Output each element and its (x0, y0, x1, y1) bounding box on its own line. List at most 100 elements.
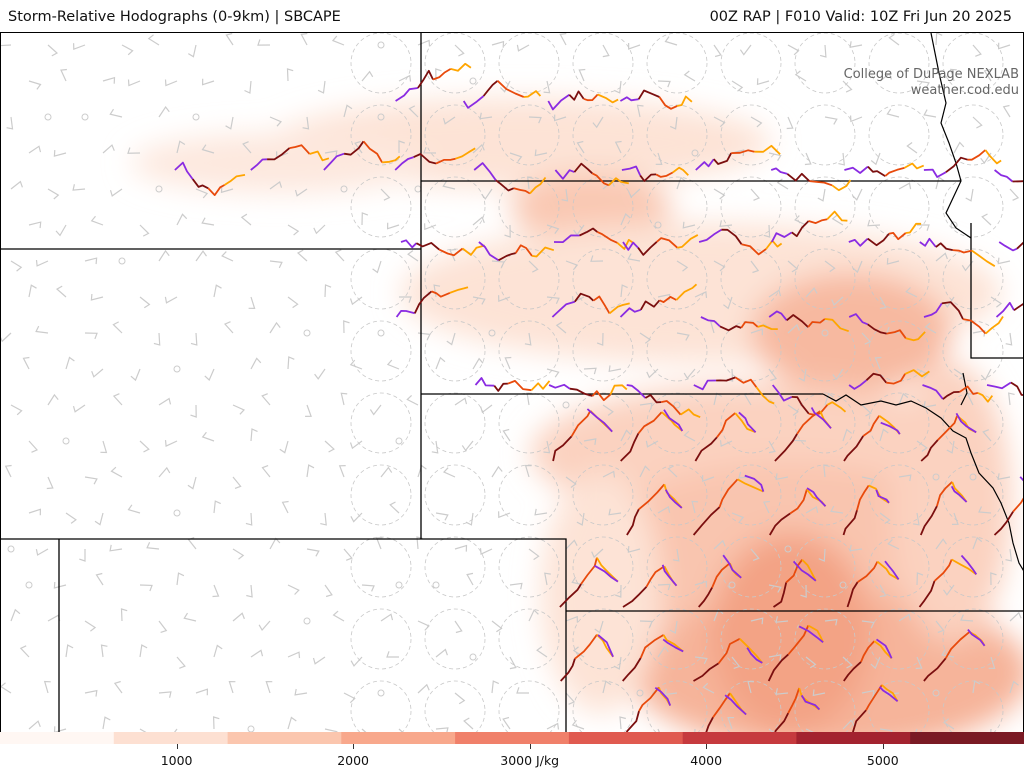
hodograph (698, 554, 742, 608)
wind-barb (350, 656, 363, 667)
wind-barb (158, 620, 168, 633)
wind-barb (245, 512, 253, 526)
wind-barb (879, 428, 889, 442)
wind-barb (768, 152, 782, 162)
hodograph-range-ring (350, 680, 412, 742)
wind-barb (664, 688, 678, 696)
wind-barb (248, 296, 256, 310)
wind-barb (47, 393, 59, 406)
wind-barb (747, 680, 755, 694)
wind-barb (543, 80, 551, 94)
wind-barb (332, 610, 345, 622)
wind-barb (673, 401, 681, 409)
wind-barb (787, 404, 799, 416)
wind-barb (1002, 104, 1011, 118)
wind-barb (187, 476, 197, 490)
hodograph (994, 169, 1023, 183)
wind-barb (72, 404, 86, 413)
wind-barb (639, 465, 651, 478)
wind-barb (997, 42, 1011, 50)
wind-barb (395, 581, 403, 589)
hodograph (848, 222, 922, 247)
hodograph-range-ring (350, 392, 412, 454)
wind-barb (946, 440, 955, 454)
wind-barb (324, 440, 335, 453)
wind-barb (442, 180, 456, 190)
wind-barb (118, 257, 126, 265)
wind-barb (121, 44, 134, 56)
wind-barb (676, 176, 686, 190)
wind-barb (935, 252, 948, 262)
wind-barb (176, 656, 186, 669)
wind-barb (516, 687, 529, 694)
hodograph-range-ring (350, 176, 412, 238)
wind-barb (1008, 392, 1015, 406)
wind-barb (164, 440, 178, 448)
wind-barb (361, 584, 375, 592)
wind-barb (303, 329, 311, 337)
state-borders (1, 33, 1023, 743)
hodograph-range-ring (868, 536, 930, 598)
wind-barb (296, 249, 308, 262)
wind-barb (824, 260, 836, 273)
wind-barb (768, 654, 782, 661)
wind-barb (173, 365, 181, 373)
wind-barb (583, 438, 597, 445)
wind-barb (269, 181, 283, 190)
wind-barb (731, 149, 745, 157)
wind-barb (830, 505, 844, 514)
colorbar-tick-mark (706, 744, 708, 749)
wind-barb (377, 329, 385, 337)
hodograph-range-ring (868, 464, 930, 526)
wind-barb (491, 40, 505, 48)
wind-barb (287, 651, 301, 659)
hodograph (552, 408, 613, 462)
hodograph-range-ring (794, 33, 856, 94)
hodograph-range-ring (720, 680, 782, 742)
hodograph-range-ring (424, 536, 486, 598)
hodograph (473, 162, 547, 195)
wind-barb (312, 656, 326, 665)
wind-barb (47, 44, 59, 57)
wind-barb (90, 215, 104, 226)
wind-barb (565, 476, 577, 488)
wind-barb (112, 321, 123, 334)
wind-barb (369, 404, 382, 416)
wind-barb (158, 105, 170, 118)
wind-barb (504, 224, 511, 238)
wind-barb (386, 651, 399, 658)
wind-barb (408, 105, 419, 118)
wind-barb (294, 688, 308, 696)
wind-barb (398, 74, 412, 82)
wind-barb (201, 144, 215, 154)
wind-barb (886, 257, 900, 265)
wind-barb (53, 581, 67, 589)
wind-barb (454, 620, 463, 634)
hodograph (622, 634, 684, 682)
wind-barb (694, 580, 708, 588)
wind-barb (463, 717, 474, 730)
wind-barb (53, 150, 67, 157)
wind-barb (528, 260, 539, 273)
wind-barb (524, 332, 532, 346)
hodograph-range-ring (868, 104, 930, 166)
colorbar-segment (796, 732, 912, 744)
hodograph-range-ring (572, 464, 634, 526)
wind-barb (546, 224, 560, 234)
wind-barb (571, 719, 585, 730)
wind-barb (980, 368, 992, 381)
wind-barb (81, 113, 89, 121)
wind-barb (879, 584, 887, 598)
wind-barb (195, 250, 207, 262)
hodograph-range-ring (868, 176, 930, 238)
wind-barb (590, 255, 604, 262)
wind-barb (65, 356, 75, 370)
wind-barb (867, 219, 881, 227)
wind-barb (127, 504, 141, 514)
wind-barb (804, 152, 812, 166)
hodograph-range-ring (794, 248, 856, 310)
wind-barb (4, 464, 12, 478)
wind-barb (386, 359, 400, 370)
hodograph (770, 167, 852, 192)
wind-barb (723, 296, 733, 310)
